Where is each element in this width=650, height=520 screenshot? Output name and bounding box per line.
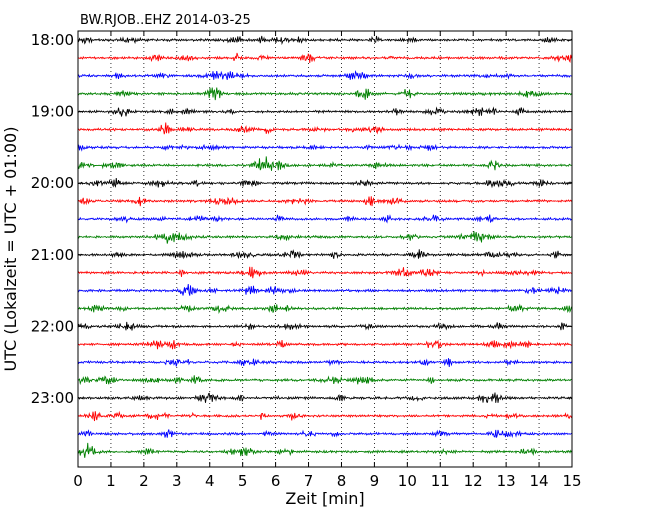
seismic-traces [77, 35, 572, 458]
trace-line [77, 122, 572, 135]
trace-line [77, 303, 572, 314]
trace-line [77, 35, 572, 46]
y-tick-label: 19:00 [31, 103, 74, 121]
trace-line [77, 392, 572, 403]
x-tick-label: 7 [304, 472, 314, 490]
trace-line [77, 52, 572, 64]
trace-line [77, 156, 572, 171]
x-tick-label: 2 [139, 472, 149, 490]
x-axis-ticks: 0 1 2 3 4 5 6 7 8 9 10 11 12 13 14 15 [73, 31, 582, 490]
trace-line [77, 231, 572, 244]
y-tick-label: 21:00 [31, 246, 74, 264]
y-tick-label: 18:00 [31, 31, 74, 49]
x-tick-label: 15 [562, 472, 581, 490]
trace-line [77, 358, 572, 367]
trace-line [77, 375, 572, 386]
y-tick-label: 20:00 [31, 174, 74, 192]
trace-line [77, 283, 572, 296]
y-axis-ticks: 18:00 19:00 20:00 21:00 22:00 23:00 [31, 31, 572, 407]
x-tick-label: 4 [205, 472, 215, 490]
trace-line [77, 321, 572, 331]
trace-line [77, 178, 572, 189]
trace-line [77, 87, 572, 101]
y-tick-label: 23:00 [31, 389, 74, 407]
x-tick-label: 11 [431, 472, 450, 490]
plot-frame [77, 30, 573, 468]
trace-line [77, 196, 572, 207]
x-tick-label: 6 [271, 472, 281, 490]
x-tick-label: 1 [106, 472, 116, 490]
x-tick-label: 14 [530, 472, 549, 490]
x-tick-label: 13 [497, 472, 516, 490]
x-axis-label: Zeit [min] [285, 489, 364, 508]
trace-line [77, 339, 572, 350]
grid-lines [110, 31, 540, 467]
x-tick-label: 9 [370, 472, 380, 490]
trace-line [77, 69, 572, 80]
trace-line [77, 106, 572, 117]
y-axis-label: UTC (Lokalzeit = UTC + 01:00) [1, 127, 20, 372]
trace-line [77, 214, 572, 224]
trace-line [77, 410, 572, 422]
x-tick-label: 12 [464, 472, 483, 490]
x-tick-label: 10 [398, 472, 417, 490]
trace-line [77, 143, 572, 152]
x-tick-label: 8 [337, 472, 347, 490]
trace-line [77, 266, 572, 279]
trace-line [77, 249, 572, 260]
trace-line [77, 442, 572, 458]
x-tick-label: 3 [172, 472, 182, 490]
y-tick-label: 22:00 [31, 317, 74, 335]
x-tick-label: 0 [73, 472, 83, 490]
x-tick-label: 5 [238, 472, 248, 490]
trace-line [77, 429, 572, 439]
chart-title: BW.RJOB..EHZ 2014-03-25 [80, 13, 251, 28]
